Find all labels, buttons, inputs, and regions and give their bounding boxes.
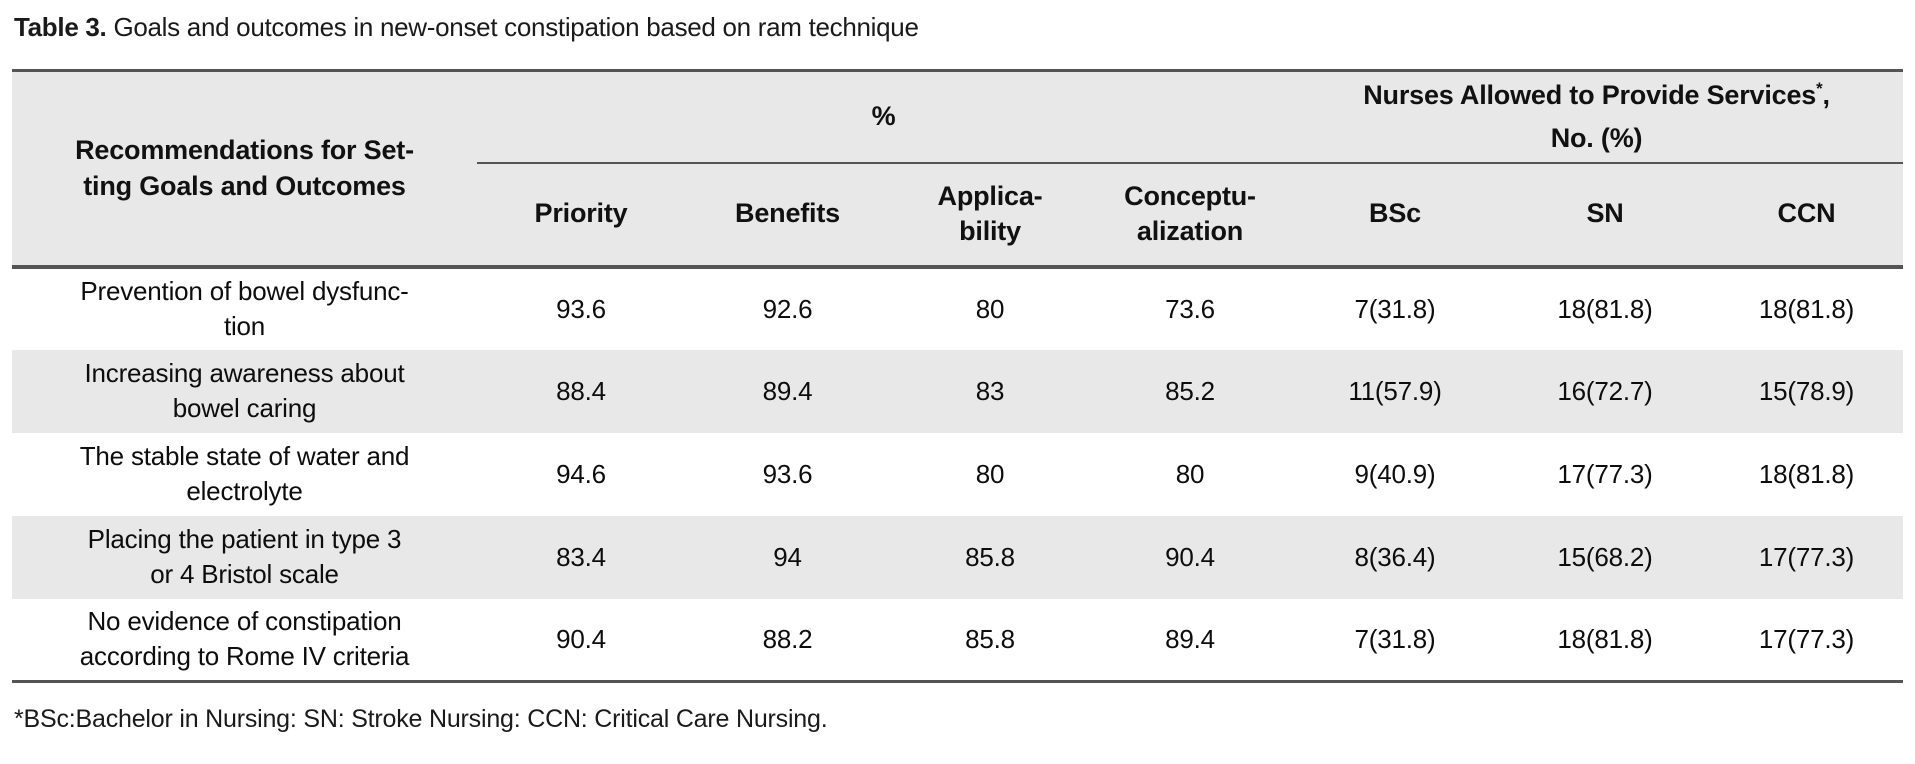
header-priority: Priority [477, 162, 685, 269]
cell-benefits: 89.4 [762, 375, 813, 406]
cell-conceptualization: 85.2 [1165, 375, 1215, 406]
goals-outcomes-table: Recommendations for Set- ting Goals and … [12, 69, 1903, 683]
header-sn: SN [1500, 162, 1710, 269]
cell-benefits: 92.6 [762, 293, 813, 324]
cell-sn: 15(68.2) [1557, 541, 1653, 572]
cell-ccn: 17(77.3) [1758, 541, 1855, 572]
cell-bsc: 7(31.8) [1290, 598, 1500, 683]
table-header: Recommendations for Set- ting Goals and … [12, 69, 1903, 269]
cell-bsc: 11(57.9) [1348, 375, 1442, 406]
cell-ccn: 18(81.8) [1758, 293, 1855, 324]
table-caption-text: Goals and outcomes in new-onset constipa… [113, 12, 919, 42]
row-label: Prevention of bowel dysfunc- tion [80, 275, 409, 341]
cell-sn: 18(81.8) [1557, 293, 1653, 324]
cell-applicability: 80 [975, 458, 1005, 489]
table-caption-label: Table 3. [14, 12, 107, 42]
cell-conceptualization: 73.6 [1165, 293, 1215, 324]
header-conceptualization: Conceptu- alization [1090, 162, 1290, 269]
table-row: Placing the patient in type 3 or 4 Brist… [12, 515, 1903, 599]
table-row: No evidence of constipation according to… [12, 598, 1903, 683]
cell-bsc: 9(40.9) [1354, 458, 1436, 489]
header-group-nurses: Nurses Allowed to Provide Services*, No.… [1290, 69, 1903, 164]
row-label: Placing the patient in type 3 or 4 Brist… [87, 523, 402, 589]
table-caption: Table 3. Goals and outcomes in new-onset… [14, 12, 1903, 43]
cell-priority: 93.6 [556, 293, 606, 324]
header-bsc: BSc [1290, 162, 1500, 269]
table-footnote: *BSc:Bachelor in Nursing: SN: Stroke Nur… [14, 705, 828, 733]
cell-conceptualization: 80 [1175, 458, 1205, 489]
cell-sn: 18(81.8) [1500, 598, 1710, 683]
cell-ccn: 17(77.3) [1710, 598, 1903, 683]
row-label: No evidence of constipation according to… [12, 598, 477, 683]
table-row: Increasing awareness about bowel caring … [12, 349, 1903, 433]
cell-benefits: 94 [773, 541, 802, 572]
header-recommendations: Recommendations for Set- ting Goals and … [12, 69, 477, 269]
cell-applicability: 83 [975, 375, 1005, 406]
table-row: The stable state of water and electrolyt… [12, 433, 1903, 516]
cell-ccn: 18(81.8) [1758, 458, 1855, 489]
cell-benefits: 93.6 [762, 458, 813, 489]
cell-priority: 88.4 [556, 375, 606, 406]
cell-bsc: 7(31.8) [1354, 293, 1436, 324]
header-group-percent: % [477, 69, 1290, 164]
header-benefits: Benefits [685, 162, 890, 269]
table-body: Prevention of bowel dysfunc- tion 93.6 9… [12, 267, 1903, 683]
cell-ccn: 15(78.9) [1758, 375, 1855, 406]
cell-sn: 16(72.7) [1557, 375, 1653, 406]
group-header-row: Recommendations for Set- ting Goals and … [12, 69, 1903, 269]
cell-conceptualization: 89.4 [1090, 598, 1290, 683]
cell-applicability: 80 [975, 293, 1005, 324]
footnote-marker-icon: * [1816, 78, 1823, 98]
sub-header-row: Priority Benefits Applica- bility Concep… [12, 162, 1903, 269]
cell-applicability: 85.8 [965, 541, 1015, 572]
row-label: Increasing awareness about bowel caring [84, 357, 405, 423]
cell-conceptualization: 90.4 [1165, 541, 1215, 572]
cell-benefits: 88.2 [685, 598, 890, 683]
cell-priority: 83.4 [556, 541, 606, 572]
cell-applicability: 85.8 [890, 598, 1090, 683]
table-row: Prevention of bowel dysfunc- tion 93.6 9… [12, 267, 1903, 350]
cell-priority: 94.6 [556, 458, 606, 489]
cell-sn: 17(77.3) [1557, 458, 1653, 489]
cell-bsc: 8(36.4) [1354, 541, 1436, 572]
row-label: The stable state of water and electrolyt… [79, 440, 410, 506]
header-group-nurses-text: Nurses Allowed to Provide Services [1363, 79, 1817, 110]
header-applicability: Applica- bility [890, 162, 1090, 269]
header-group-nurses-suffix: , No. (%) [1550, 79, 1830, 153]
header-ccn: CCN [1710, 162, 1903, 269]
cell-priority: 90.4 [477, 598, 685, 683]
